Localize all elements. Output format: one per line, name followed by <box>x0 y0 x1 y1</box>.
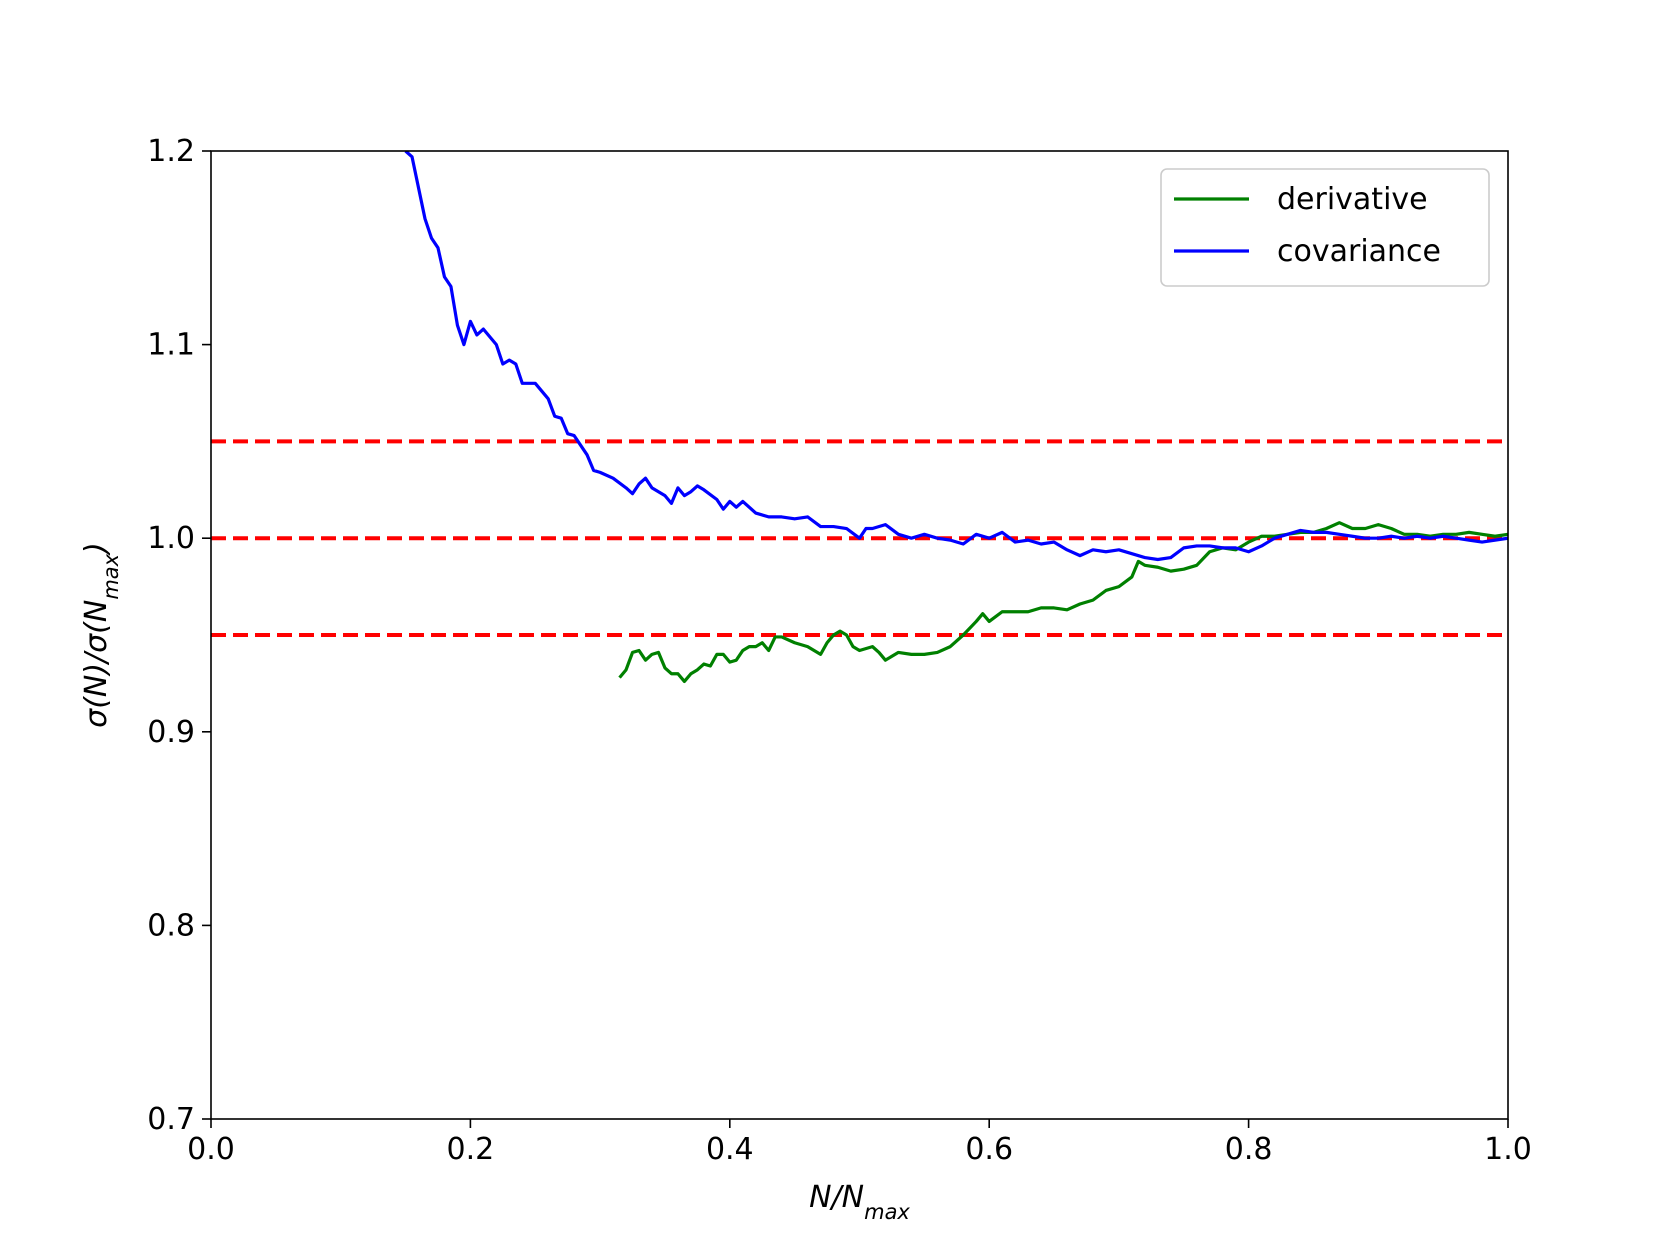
y-tick-label: 0.8 <box>147 908 195 943</box>
x-tick-label: 0.8 <box>1225 1132 1273 1167</box>
y-tick-label: 0.9 <box>147 715 195 750</box>
series-line <box>404 151 1508 562</box>
y-tick-label: 1.1 <box>147 328 195 363</box>
axis-label-part: max <box>99 553 123 599</box>
series-line <box>618 521 1508 684</box>
x-tick-label: 0.4 <box>706 1132 754 1167</box>
axis-label-part: max <box>864 1200 910 1224</box>
legend-label: derivative <box>1277 182 1428 217</box>
x-tick-label: 0.6 <box>965 1132 1013 1167</box>
legend-label: covariance <box>1277 234 1441 269</box>
x-tick-label: 0.0 <box>187 1132 235 1167</box>
x-tick-label: 1.0 <box>1484 1132 1532 1167</box>
axis-label: N/Nmax <box>809 1180 910 1224</box>
x-tick-label: 0.2 <box>447 1132 495 1167</box>
axis-label: σ(N)/σ(Nmax) <box>79 542 123 728</box>
y-tick-label: 1.0 <box>147 521 195 556</box>
axis-label-part: σ(N)/σ(N <box>79 600 114 728</box>
axis-label-part: N/N <box>809 1180 864 1215</box>
axis-label-part: ) <box>79 542 114 556</box>
plot-frame <box>210 150 1509 1120</box>
plot-area <box>404 151 1508 684</box>
y-tick-label: 0.7 <box>147 1102 195 1137</box>
y-tick-label: 1.2 <box>147 134 195 169</box>
